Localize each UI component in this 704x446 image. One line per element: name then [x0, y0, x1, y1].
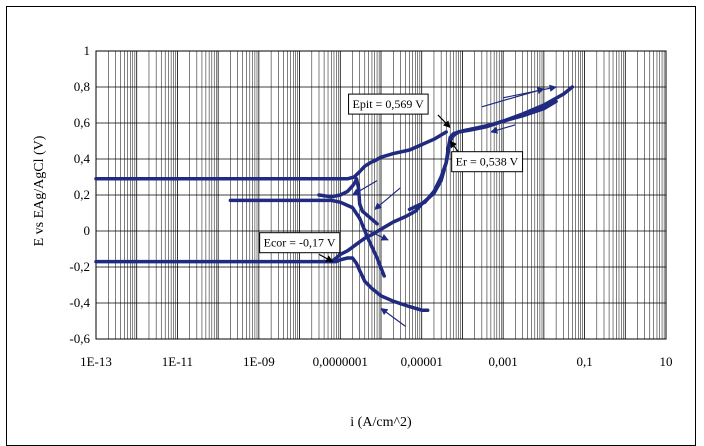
annotation-box: Epit = 0,569 V	[348, 93, 429, 115]
x-axis-label: i (A/cm^2)	[350, 415, 412, 430]
annotation-label: Epit = 0,569 V	[353, 97, 425, 111]
annotation-box: Ecor = -0,17 V	[259, 232, 341, 254]
y-tick-label: 0,6	[74, 115, 91, 130]
direction-arrow	[490, 124, 516, 134]
y-tick-label: 0,2	[74, 187, 90, 202]
annotation-pointer	[437, 114, 451, 129]
x-tick-label: 0,001	[489, 354, 518, 369]
data-series-layer	[94, 85, 575, 312]
data-series-line	[94, 256, 430, 312]
y-tick-label: -0,2	[69, 259, 90, 274]
x-tick-label: 1E-13	[80, 354, 112, 369]
data-series-line	[228, 198, 386, 278]
tick-labels-layer: 1E-13 1E-11 1E-09 0,0000001 0,00001 0,001 0,1 1…	[69, 43, 672, 369]
y-axis-label: E vs EAg/AgCl (V)	[32, 135, 47, 246]
annotation-box-border	[259, 232, 341, 254]
x-tick-label: 0,0000001	[313, 354, 368, 369]
annotation-box-border	[348, 93, 429, 115]
data-series-line	[407, 99, 558, 212]
y-tick-label: 0,8	[74, 79, 90, 94]
plot-area-border	[95, 50, 667, 340]
direction-arrow	[364, 228, 389, 241]
polarization-chart: Epit = 0,569 V Er = 0,538 V Ecor = -0,17 V…	[32, 43, 673, 430]
annotation-box-border	[451, 151, 524, 173]
annotation-pointer	[318, 253, 334, 263]
direction-arrow	[503, 84, 557, 99]
x-tick-label: 1E-09	[243, 354, 275, 369]
data-series-line	[94, 130, 448, 181]
annotation-label: Er = 0,538 V	[456, 155, 519, 169]
data-series-line	[317, 177, 379, 226]
x-tick-label: 1E-11	[162, 354, 193, 369]
grid-lines	[95, 50, 666, 340]
x-tick-label: 0,00001	[401, 354, 443, 369]
y-tick-label: 1	[84, 43, 91, 58]
direction-arrow	[374, 187, 401, 210]
x-tick-label: 10	[660, 354, 673, 369]
y-tick-label: -0,4	[69, 295, 90, 310]
annotation-box: Er = 0,538 V	[451, 151, 524, 173]
y-tick-label: 0	[84, 223, 91, 238]
direction-arrow	[380, 307, 406, 327]
direction-arrow	[351, 180, 378, 196]
annotation-label: Ecor = -0,17 V	[264, 236, 336, 250]
y-tick-label: 0,4	[74, 151, 91, 166]
annotations-layer: Epit = 0,569 V Er = 0,538 V Ecor = -0,17 V	[259, 93, 524, 263]
x-tick-label: 0,1	[576, 354, 592, 369]
direction-arrows-layer	[351, 84, 557, 327]
y-tick-label: -0,6	[69, 331, 90, 346]
